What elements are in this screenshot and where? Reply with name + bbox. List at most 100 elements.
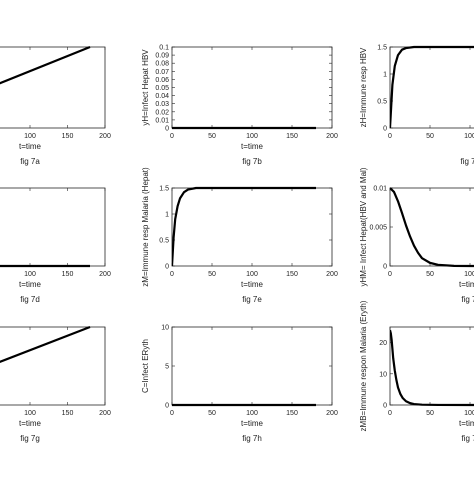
y-tick-label: 0.08 (155, 61, 169, 68)
axes-frame (171, 46, 333, 129)
y-tick-label: 0.09 (155, 53, 169, 60)
y-axis-label: zH=Immune resp HBV (359, 47, 368, 127)
figure-caption: fig 7f (461, 295, 474, 304)
y-axis-label: yHM= Infect Hepat(HBV and Mal) (359, 167, 368, 286)
x-tick-label: 100 (246, 133, 258, 140)
subplot-7h: 0 50 100 150 200 0 5 10 t=time C=Infect ERyth fig … (141, 325, 338, 444)
x-tick-label: 150 (286, 271, 298, 278)
x-axis-label: t=time (19, 419, 42, 428)
x-axis-label: t=time (241, 142, 264, 151)
x-tick-label: 100 (24, 271, 36, 278)
x-tick-label: 100 (464, 271, 474, 278)
y-tick-label: 0.01 (155, 117, 169, 124)
x-tick-label: 0 (170, 410, 174, 417)
x-axis-label: t=time (19, 280, 42, 289)
axes-frame (389, 46, 474, 129)
x-tick-label: 100 (246, 271, 258, 278)
axes-frame (171, 187, 333, 267)
x-tick-label: 200 (99, 133, 111, 140)
y-tick-label: 0.06 (155, 77, 169, 84)
y-tick-label: 1 (165, 212, 169, 219)
x-tick-label: 150 (286, 410, 298, 417)
x-axis-label: t=time (459, 419, 474, 428)
y-tick-label: 0 (165, 403, 169, 410)
y-axis-label: C=Infect ERyth (141, 339, 150, 393)
x-tick-label: 50 (426, 271, 434, 278)
y-tick-label: 0.02 (155, 109, 169, 116)
x-tick-label: 200 (99, 271, 111, 278)
axes-frame (171, 326, 333, 406)
y-tick-label: 0.03 (155, 101, 169, 108)
x-tick-label: 50 (208, 410, 216, 417)
figure-caption: fig 7a (20, 157, 40, 166)
x-tick-label: 100 (24, 410, 36, 417)
x-tick-label: 150 (286, 133, 298, 140)
figure-caption: fig 7g (20, 434, 40, 443)
y-tick-label: 0.07 (155, 69, 169, 76)
x-tick-label: 0 (388, 410, 392, 417)
y-axis-label: zM=Immune resp Malaria (Hepat) (141, 167, 150, 287)
y-tick-label: 0 (165, 264, 169, 271)
y-tick-label: 0.04 (155, 93, 169, 100)
x-tick-label: 150 (62, 410, 74, 417)
series-line-7i (390, 329, 474, 407)
subplot-7e: 0 50 100 150 200 0 0.5 1 1.5 t=time zM=Immune resp… (141, 167, 338, 304)
y-tick-label: 1.5 (159, 186, 169, 193)
figure-caption: fig 7c (460, 157, 474, 166)
y-tick-label: 0.01 (373, 186, 387, 193)
y-tick-label: 0.5 (159, 238, 169, 245)
subplot-7b: 0 50 100 150 20000.010.020.030.040.050.060.0… (141, 45, 338, 167)
y-tick-label: 0 (165, 126, 169, 133)
axes-frame (0, 187, 106, 267)
x-tick-label: 100 (464, 133, 474, 140)
x-tick-label: 100 (464, 410, 474, 417)
axes-frame (0, 46, 106, 129)
series-line-7c (390, 45, 474, 129)
y-tick-label: 0.05 (155, 85, 169, 92)
y-tick-label: 20 (379, 340, 387, 347)
y-tick-label: 0.5 (377, 99, 387, 106)
x-axis-label: t=time (19, 142, 42, 151)
x-tick-label: 50 (426, 133, 434, 140)
x-tick-label: 200 (326, 410, 338, 417)
x-tick-label: 150 (62, 133, 74, 140)
x-tick-label: 200 (326, 271, 338, 278)
x-tick-label: 150 (62, 271, 74, 278)
axes-frame (389, 187, 474, 267)
x-tick-label: 200 (99, 410, 111, 417)
series-line-7a (0, 45, 91, 85)
x-tick-label: 200 (326, 133, 338, 140)
y-axis-label: yH=Infect Hepat HBV (141, 49, 150, 126)
series-line-7f (390, 187, 474, 268)
series-line-7g (0, 325, 91, 364)
x-tick-label: 100 (24, 133, 36, 140)
x-tick-label: 0 (388, 133, 392, 140)
y-tick-label: 0 (383, 264, 387, 271)
x-axis-label: t=time (459, 280, 474, 289)
x-axis-label: t=time (241, 419, 264, 428)
y-tick-label: 5 (165, 364, 169, 371)
figure-caption: fig 7b (242, 157, 262, 166)
y-tick-label: 0.1 (159, 45, 169, 52)
x-tick-label: 50 (208, 133, 216, 140)
y-tick-label: 10 (379, 371, 387, 378)
x-tick-label: 0 (388, 271, 392, 278)
x-axis-label: t=time (241, 280, 264, 289)
x-tick-label: 0 (170, 133, 174, 140)
axes-frame (0, 326, 106, 406)
subplot-7i: 05010015020001020t=timezMB=Immune respon… (359, 300, 474, 443)
y-tick-label: 10 (161, 325, 169, 332)
x-tick-label: 0 (170, 271, 174, 278)
figure-caption: fig 7i (462, 434, 474, 443)
x-tick-label: 50 (208, 271, 216, 278)
axes-frame (389, 326, 474, 406)
series-line-7e (172, 186, 316, 267)
figure-caption: fig 7h (242, 434, 262, 443)
